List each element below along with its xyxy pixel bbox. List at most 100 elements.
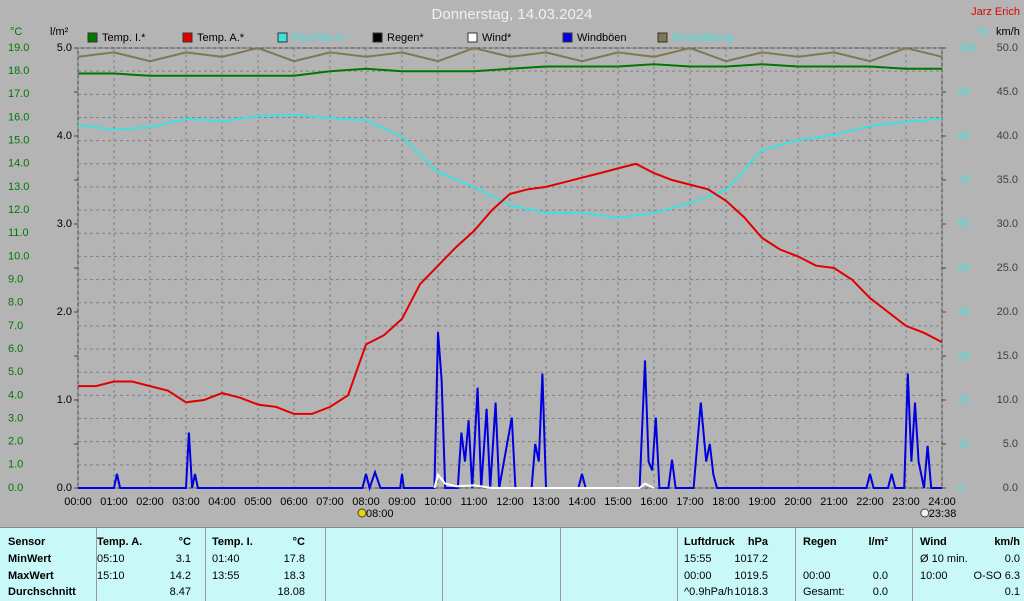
x-tick-label: 04:00 — [208, 496, 236, 508]
event-label: 08:00 — [366, 508, 394, 520]
column-separator — [96, 528, 97, 601]
y-tick-label: 40.0 — [997, 130, 1018, 142]
table-cell: MaxWert — [8, 570, 54, 582]
x-tick-label: 21:00 — [820, 496, 848, 508]
table-cell: 01:40 — [212, 553, 240, 565]
table-cell: 8.47 — [169, 586, 191, 598]
table-cell: °C — [178, 536, 191, 548]
y-tick-label: 7.0 — [8, 320, 23, 332]
author: Jarz Erich — [971, 6, 1020, 18]
legend-label: Temp. A.* — [197, 32, 245, 44]
table-cell: Temp. A. — [97, 536, 143, 548]
y-tick-label: 12.0 — [8, 204, 29, 216]
y-tick-label: 2.0 — [57, 306, 72, 318]
event-label: 23:38 — [929, 508, 957, 520]
y-tick-label: 13.0 — [8, 181, 29, 193]
table-cell: 15:10 — [97, 570, 125, 582]
x-tick-label: 20:00 — [784, 496, 812, 508]
table-cell: Wind — [920, 536, 947, 548]
table-cell: Ø 10 min. — [920, 553, 968, 565]
y-tick-label: 50 — [958, 262, 970, 274]
y-tick-label: 0.0 — [1003, 482, 1018, 494]
table-cell: 13:55 — [212, 570, 240, 582]
y-tick-label: 4.0 — [57, 130, 72, 142]
axis-unit: km/h — [996, 26, 1020, 38]
y-tick-label: 15.0 — [997, 350, 1018, 362]
y-tick-label: 25.0 — [997, 262, 1018, 274]
legend-label: Windböen — [577, 32, 627, 44]
x-tick-label: 19:00 — [748, 496, 776, 508]
table-cell: Sensor — [8, 536, 46, 548]
table-cell: 1018.3 — [734, 586, 768, 598]
y-tick-label: 19.0 — [8, 42, 29, 54]
y-tick-label: 80 — [958, 130, 970, 142]
y-tick-label: 10 — [958, 438, 970, 450]
y-tick-label: 15.0 — [8, 135, 29, 147]
y-tick-label: 9.0 — [8, 273, 23, 285]
table-cell: °C — [292, 536, 305, 548]
legend-swatch — [277, 32, 288, 43]
column-separator — [912, 528, 913, 601]
legend-swatch — [87, 32, 98, 43]
x-tick-label: 13:00 — [532, 496, 560, 508]
x-tick-label: 18:00 — [712, 496, 740, 508]
table-cell: l/m² — [868, 536, 888, 548]
y-tick-label: 1.0 — [8, 459, 23, 471]
y-tick-label: 8.0 — [8, 297, 23, 309]
column-separator — [795, 528, 796, 601]
column-separator — [205, 528, 206, 601]
legend-swatch — [562, 32, 573, 43]
axis-unit: l/m² — [50, 26, 69, 38]
x-tick-label: 14:00 — [568, 496, 596, 508]
y-tick-label: 10.0 — [8, 250, 29, 262]
legend-label: Feuchte A.* — [292, 32, 350, 44]
y-tick-label: 0 — [958, 482, 964, 494]
table-cell: Gesamt: — [803, 586, 845, 598]
table-cell: km/h — [994, 536, 1020, 548]
x-tick-label: 17:00 — [676, 496, 704, 508]
table-cell: 0.0 — [872, 586, 888, 598]
y-tick-label: 1.0 — [57, 394, 72, 406]
x-tick-label: 07:00 — [316, 496, 344, 508]
table-cell: 0.1 — [1004, 586, 1020, 598]
chart: Donnerstag, 14.03.2024 Jarz Erich °C l/m… — [8, 6, 1020, 520]
y-tick-label: 18.0 — [8, 65, 29, 77]
table-cell: 18.3 — [283, 570, 305, 582]
series-line — [433, 472, 655, 489]
table-cell: 00:00 — [684, 570, 712, 582]
y-tick-label: 0.0 — [57, 482, 72, 494]
y-tick-label: 100 — [958, 42, 976, 54]
x-tick-label: 11:00 — [461, 496, 488, 508]
table-cell: hPa — [747, 536, 768, 548]
series-line — [78, 162, 943, 415]
y-tick-label: 5.0 — [1003, 438, 1018, 450]
table-cell: ^0.9hPa/h — [684, 586, 734, 598]
y-tick-label: 20.0 — [997, 306, 1018, 318]
table-cell: O-SO 6.3 — [973, 570, 1020, 582]
column-separator — [442, 528, 443, 601]
table-cell: MinWert — [8, 553, 52, 565]
legend-label: Regen* — [387, 32, 424, 44]
legend-swatch — [372, 32, 383, 43]
axis-unit: % — [978, 26, 988, 38]
y-tick-label: 4.0 — [8, 389, 23, 401]
y-tick-label: 70 — [958, 174, 970, 186]
table-cell: 00:00 — [803, 570, 831, 582]
legend-swatch — [467, 32, 478, 43]
table-cell: 0.0 — [872, 570, 888, 582]
x-tick-label: 23:00 — [892, 496, 920, 508]
column-separator — [677, 528, 678, 601]
x-tick-label: 09:00 — [388, 496, 416, 508]
table-cell: Regen — [803, 536, 837, 548]
column-separator — [325, 528, 326, 601]
table-cell: 10:00 — [920, 570, 948, 582]
table-cell: Temp. I. — [212, 536, 253, 548]
y-tick-label: 2.0 — [8, 436, 23, 448]
x-tick-label: 12:00 — [496, 496, 524, 508]
legend-swatch — [657, 32, 668, 43]
x-tick-label: 06:00 — [280, 496, 308, 508]
y-tick-label: 20 — [958, 394, 970, 406]
table-cell: 05:10 — [97, 553, 125, 565]
x-tick-label: 00:00 — [64, 496, 92, 508]
